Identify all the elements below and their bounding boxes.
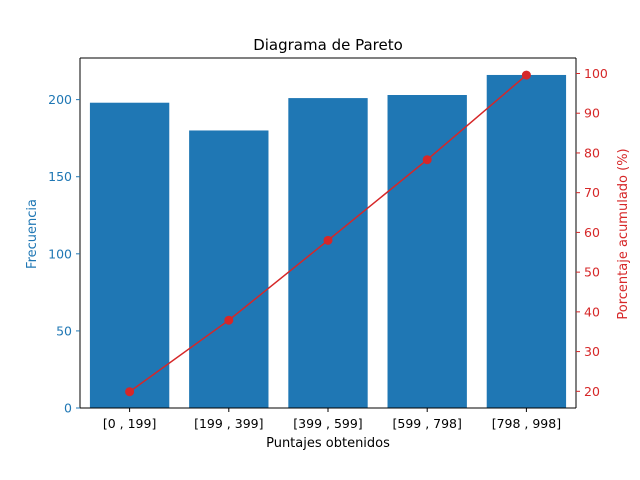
x-tick-label: [798 , 998] — [492, 416, 561, 431]
chart-title: Diagrama de Pareto — [253, 36, 403, 54]
x-tick-label: [0 , 199] — [103, 416, 157, 431]
bar-5 — [486, 74, 567, 408]
right-y-tick-label: 50 — [584, 265, 600, 280]
right-y-tick-label: 40 — [584, 304, 600, 319]
x-tick-label: [199 , 399] — [194, 416, 263, 431]
right-y-tick-label: 80 — [584, 145, 600, 160]
cumulative-point-5 — [521, 70, 531, 80]
right-y-tick-label: 90 — [584, 106, 600, 121]
cumulative-point-2 — [224, 315, 234, 325]
right-y-tick-label: 70 — [584, 185, 600, 200]
right-y-tick-label: 60 — [584, 225, 600, 240]
x-tick-label: [399 , 599] — [293, 416, 362, 431]
cumulative-point-4 — [422, 155, 432, 165]
left-y-tick-label: 50 — [56, 323, 72, 338]
bar-3 — [288, 98, 368, 408]
right-y-tick-label: 20 — [584, 384, 600, 399]
axes-layer: 0 50 100 150 200 20 30 40 50 60 70 80 90 100 [0 , 199]… — [48, 57, 608, 431]
left-y-tick-label: 0 — [64, 401, 72, 416]
x-tick-label: [599 , 798] — [392, 416, 461, 431]
left-y-axis-label: Frecuencia — [25, 199, 40, 269]
cumulative-point-3 — [323, 235, 333, 245]
left-y-tick-label: 150 — [48, 169, 72, 184]
bars-layer — [89, 74, 567, 409]
bar-1 — [89, 102, 170, 408]
bar-2 — [189, 130, 269, 408]
cumulative-line-layer — [125, 70, 531, 397]
right-y-axis-label: Porcentaje acumulado (%) — [616, 148, 631, 319]
bar-4 — [387, 95, 467, 409]
left-y-tick-label: 100 — [48, 246, 72, 261]
cumulative-point-1 — [125, 387, 135, 397]
right-y-tick-label: 30 — [584, 344, 600, 359]
left-y-tick-label: 200 — [48, 92, 72, 107]
x-axis-label: Puntajes obtenidos — [266, 436, 390, 451]
right-y-tick-label: 100 — [584, 66, 608, 81]
